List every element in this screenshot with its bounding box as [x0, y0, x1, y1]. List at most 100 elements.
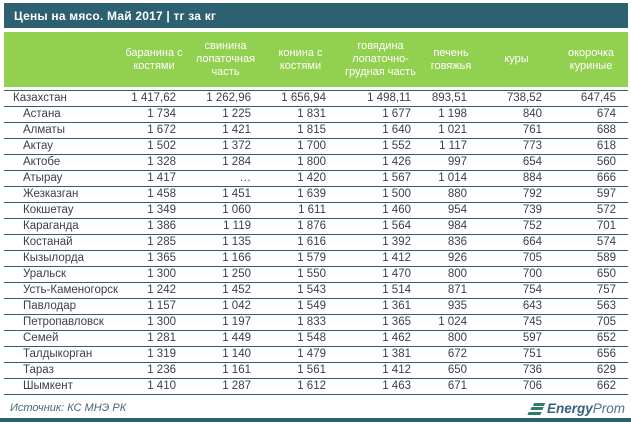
title-bar: Цены на мясо. Май 2017 | тг за кг [4, 3, 628, 28]
column-header: баранина с костями [120, 32, 188, 90]
price-cell: 1 831 [263, 107, 338, 123]
price-cell: 647,45 [554, 90, 628, 107]
price-cell: 1 677 [338, 107, 423, 123]
price-cell: 650 [423, 363, 479, 379]
city-cell: Кызылорда [4, 251, 120, 267]
header-row: баранина с костями свинина лопаточная час… [4, 32, 628, 90]
table-row: Актобе 1 328 1 284 1 800 1 426 997 654 560 [4, 155, 628, 171]
price-cell: 1 361 [338, 299, 423, 315]
footer: Источник: КС МНЭ РК EnergyProm [4, 399, 625, 417]
price-cell: 1 498,11 [338, 90, 423, 107]
table-row: Павлодар 1 157 1 042 1 549 1 361 935 643 563 [4, 299, 628, 315]
page-title: Цены на мясо. Май 2017 | тг за кг [14, 9, 217, 23]
energyprom-stripes-icon [527, 401, 546, 416]
price-cell: 1 543 [263, 283, 338, 299]
price-cell: 1 672 [120, 123, 188, 139]
price-cell: 664 [479, 235, 554, 251]
price-cell: 1 514 [338, 283, 423, 299]
table-row: Алматы 1 672 1 421 1 815 1 640 1 021 761 688 [4, 123, 628, 139]
table-row: Караганда 1 386 1 119 1 876 1 564 984 752 701 [4, 219, 628, 235]
price-cell: 1 734 [120, 107, 188, 123]
city-cell: Костанай [4, 235, 120, 251]
column-header: конина с костями [263, 32, 338, 90]
price-cell: 706 [479, 379, 554, 395]
city-cell: Тараз [4, 363, 120, 379]
price-cell: 652 [554, 331, 628, 347]
price-cell: 935 [423, 299, 479, 315]
price-cell: 1 262,96 [188, 90, 263, 107]
city-cell: Алматы [4, 123, 120, 139]
price-cell: 1 117 [423, 139, 479, 155]
price-cell: 1 157 [120, 299, 188, 315]
price-cell: 773 [479, 139, 554, 155]
price-cell: 1 349 [120, 203, 188, 219]
price-cell: 688 [554, 123, 628, 139]
price-cell: 1 281 [120, 331, 188, 347]
price-cell: 672 [423, 347, 479, 363]
price-cell: 1 564 [338, 219, 423, 235]
price-cell: 1 250 [188, 267, 263, 283]
city-cell: Казахстан [4, 90, 120, 107]
price-cell: 1 451 [188, 187, 263, 203]
price-cell: 700 [479, 267, 554, 283]
table-row: Костанай 1 285 1 135 1 616 1 392 836 664 574 [4, 235, 628, 251]
price-cell: 1 463 [338, 379, 423, 395]
city-cell: Уральск [4, 267, 120, 283]
price-cell: 761 [479, 123, 554, 139]
price-cell: 662 [554, 379, 628, 395]
price-cell: 1 500 [338, 187, 423, 203]
price-cell: 1 460 [338, 203, 423, 219]
price-cell: 1 014 [423, 171, 479, 187]
city-cell: Атырау [4, 171, 120, 187]
price-cell: 1 060 [188, 203, 263, 219]
energyprom-logo: EnergyProm [527, 400, 625, 416]
price-cell: 1 612 [263, 379, 338, 395]
price-cell: 1 042 [188, 299, 263, 315]
source-note: Источник: КС МНЭ РК [10, 402, 127, 414]
logo-text-light: Prom [592, 400, 625, 416]
price-cell: 1 640 [338, 123, 423, 139]
price-cell: 1 426 [338, 155, 423, 171]
price-cell: 1 479 [263, 347, 338, 363]
price-cell: … [188, 171, 263, 187]
price-cell: 1 236 [120, 363, 188, 379]
price-cell: 1 386 [120, 219, 188, 235]
price-cell: 1 410 [120, 379, 188, 395]
price-cell: 1 421 [188, 123, 263, 139]
price-cell: 1 166 [188, 251, 263, 267]
column-header-city [4, 32, 120, 90]
column-header: свинина лопаточная часть [188, 32, 263, 90]
price-cell: 1 561 [263, 363, 338, 379]
city-cell: Петропавловск [4, 315, 120, 331]
price-cell: 1 417,62 [120, 90, 188, 107]
price-cell: 674 [554, 107, 628, 123]
city-cell: Жезказган [4, 187, 120, 203]
price-cell: 954 [423, 203, 479, 219]
price-cell: 701 [554, 219, 628, 235]
price-cell: 1 319 [120, 347, 188, 363]
price-cell: 1 420 [263, 171, 338, 187]
price-cell: 1 548 [263, 331, 338, 347]
price-cell: 984 [423, 219, 479, 235]
price-cell: 618 [554, 139, 628, 155]
table-row: Кызылорда 1 365 1 166 1 579 1 412 926 705 589 [4, 251, 628, 267]
table-row: Шымкент 1 410 1 287 1 612 1 463 671 706 662 [4, 379, 628, 395]
price-cell: 563 [554, 299, 628, 315]
price-cell: 1 800 [263, 155, 338, 171]
price-cell: 880 [423, 187, 479, 203]
price-cell: 754 [479, 283, 554, 299]
price-cell: 1 284 [188, 155, 263, 171]
table-row: Кокшетау 1 349 1 060 1 611 1 460 954 739 572 [4, 203, 628, 219]
price-cell: 654 [479, 155, 554, 171]
table-row-total: Казахстан 1 417,62 1 262,96 1 656,94 1 498,1… [4, 90, 628, 107]
city-cell: Актобе [4, 155, 120, 171]
price-cell: 792 [479, 187, 554, 203]
price-cell: 597 [554, 187, 628, 203]
table-row: Семей 1 281 1 449 1 548 1 462 800 597 652 [4, 331, 628, 347]
price-cell: 1 502 [120, 139, 188, 155]
price-cell: 1 815 [263, 123, 338, 139]
price-cell: 1 462 [338, 331, 423, 347]
logo-text-bold: Energy [546, 400, 593, 416]
table-row: Тараз 1 236 1 161 1 561 1 412 650 736 629 [4, 363, 628, 379]
price-cell: 1 135 [188, 235, 263, 251]
